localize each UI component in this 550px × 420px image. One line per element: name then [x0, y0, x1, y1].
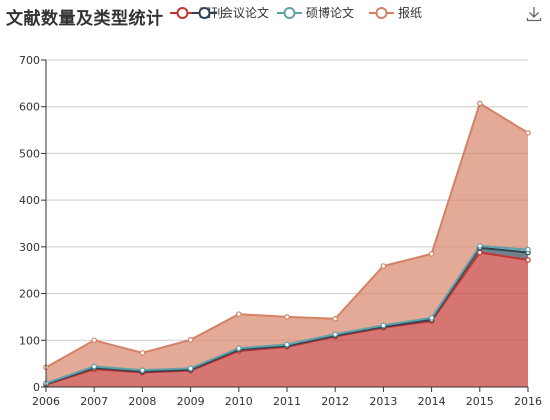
data-point-期刊 — [525, 257, 531, 263]
data-point-硕博论文 — [476, 243, 483, 249]
x-tick-label: 2016 — [514, 395, 542, 408]
data-point-硕博论文 — [525, 246, 531, 253]
x-tick-label: 2009 — [177, 395, 205, 408]
x-tick-label: 2011 — [273, 395, 301, 408]
y-tick-label: 100 — [19, 334, 40, 347]
data-point-报纸 — [284, 314, 290, 320]
y-tick-label: 0 — [33, 381, 40, 394]
x-tick-label: 2007 — [80, 395, 108, 408]
legend-item-硕博论文[interactable]: 硕博论文 — [277, 4, 354, 21]
y-tick-label: 300 — [19, 241, 40, 254]
y-tick-label: 200 — [19, 288, 40, 301]
legend-label-会议论文: 会议论文 — [221, 6, 270, 20]
legend-label-硕博论文: 硕博论文 — [306, 6, 355, 20]
legend-label-报纸: 报纸 — [398, 6, 423, 20]
area-期刊 — [46, 252, 528, 387]
legend-item-报纸[interactable]: 报纸 — [369, 4, 422, 21]
legend-item-会议论文[interactable]: 会议论文 — [192, 4, 269, 21]
data-point-报纸 — [187, 337, 194, 343]
data-point-报纸 — [139, 350, 146, 356]
legend-swatch-期刊 — [170, 6, 195, 19]
x-tick-label: 2010 — [225, 395, 253, 408]
data-point-报纸 — [525, 130, 531, 136]
data-point-硕博论文 — [428, 315, 435, 321]
x-tick-label: 2006 — [32, 395, 60, 408]
legend-swatch-报纸 — [369, 6, 394, 19]
data-point-报纸 — [236, 311, 242, 317]
download-icon[interactable] — [526, 6, 542, 22]
data-point-硕博论文 — [284, 341, 290, 348]
data-point-报纸 — [380, 263, 387, 269]
y-tick-label: 400 — [19, 194, 40, 207]
data-point-硕博论文 — [380, 322, 387, 329]
data-point-期刊 — [476, 249, 483, 256]
data-point-报纸 — [428, 251, 435, 257]
legend-swatch-硕博论文 — [277, 6, 302, 19]
x-tick-label: 2013 — [369, 395, 397, 408]
data-point-报纸 — [91, 337, 98, 344]
data-point-报纸 — [332, 315, 339, 322]
x-tick-label: 2015 — [466, 395, 494, 408]
data-point-硕博论文 — [187, 365, 194, 372]
data-point-硕博论文 — [332, 331, 339, 338]
y-tick-label: 500 — [19, 147, 40, 160]
data-point-报纸 — [476, 100, 483, 107]
x-tick-label: 2008 — [128, 395, 156, 408]
data-point-硕博论文 — [91, 363, 98, 370]
y-tick-label: 600 — [19, 101, 40, 114]
x-tick-label: 2012 — [321, 395, 349, 408]
data-point-硕博论文 — [139, 367, 146, 373]
data-point-硕博论文 — [236, 345, 242, 352]
y-tick-label: 700 — [19, 54, 40, 67]
x-tick-label: 2014 — [418, 395, 446, 408]
legend-swatch-会议论文 — [192, 6, 217, 19]
chart-title: 文献数量及类型统计 — [6, 9, 164, 29]
area-报纸 — [46, 103, 528, 384]
